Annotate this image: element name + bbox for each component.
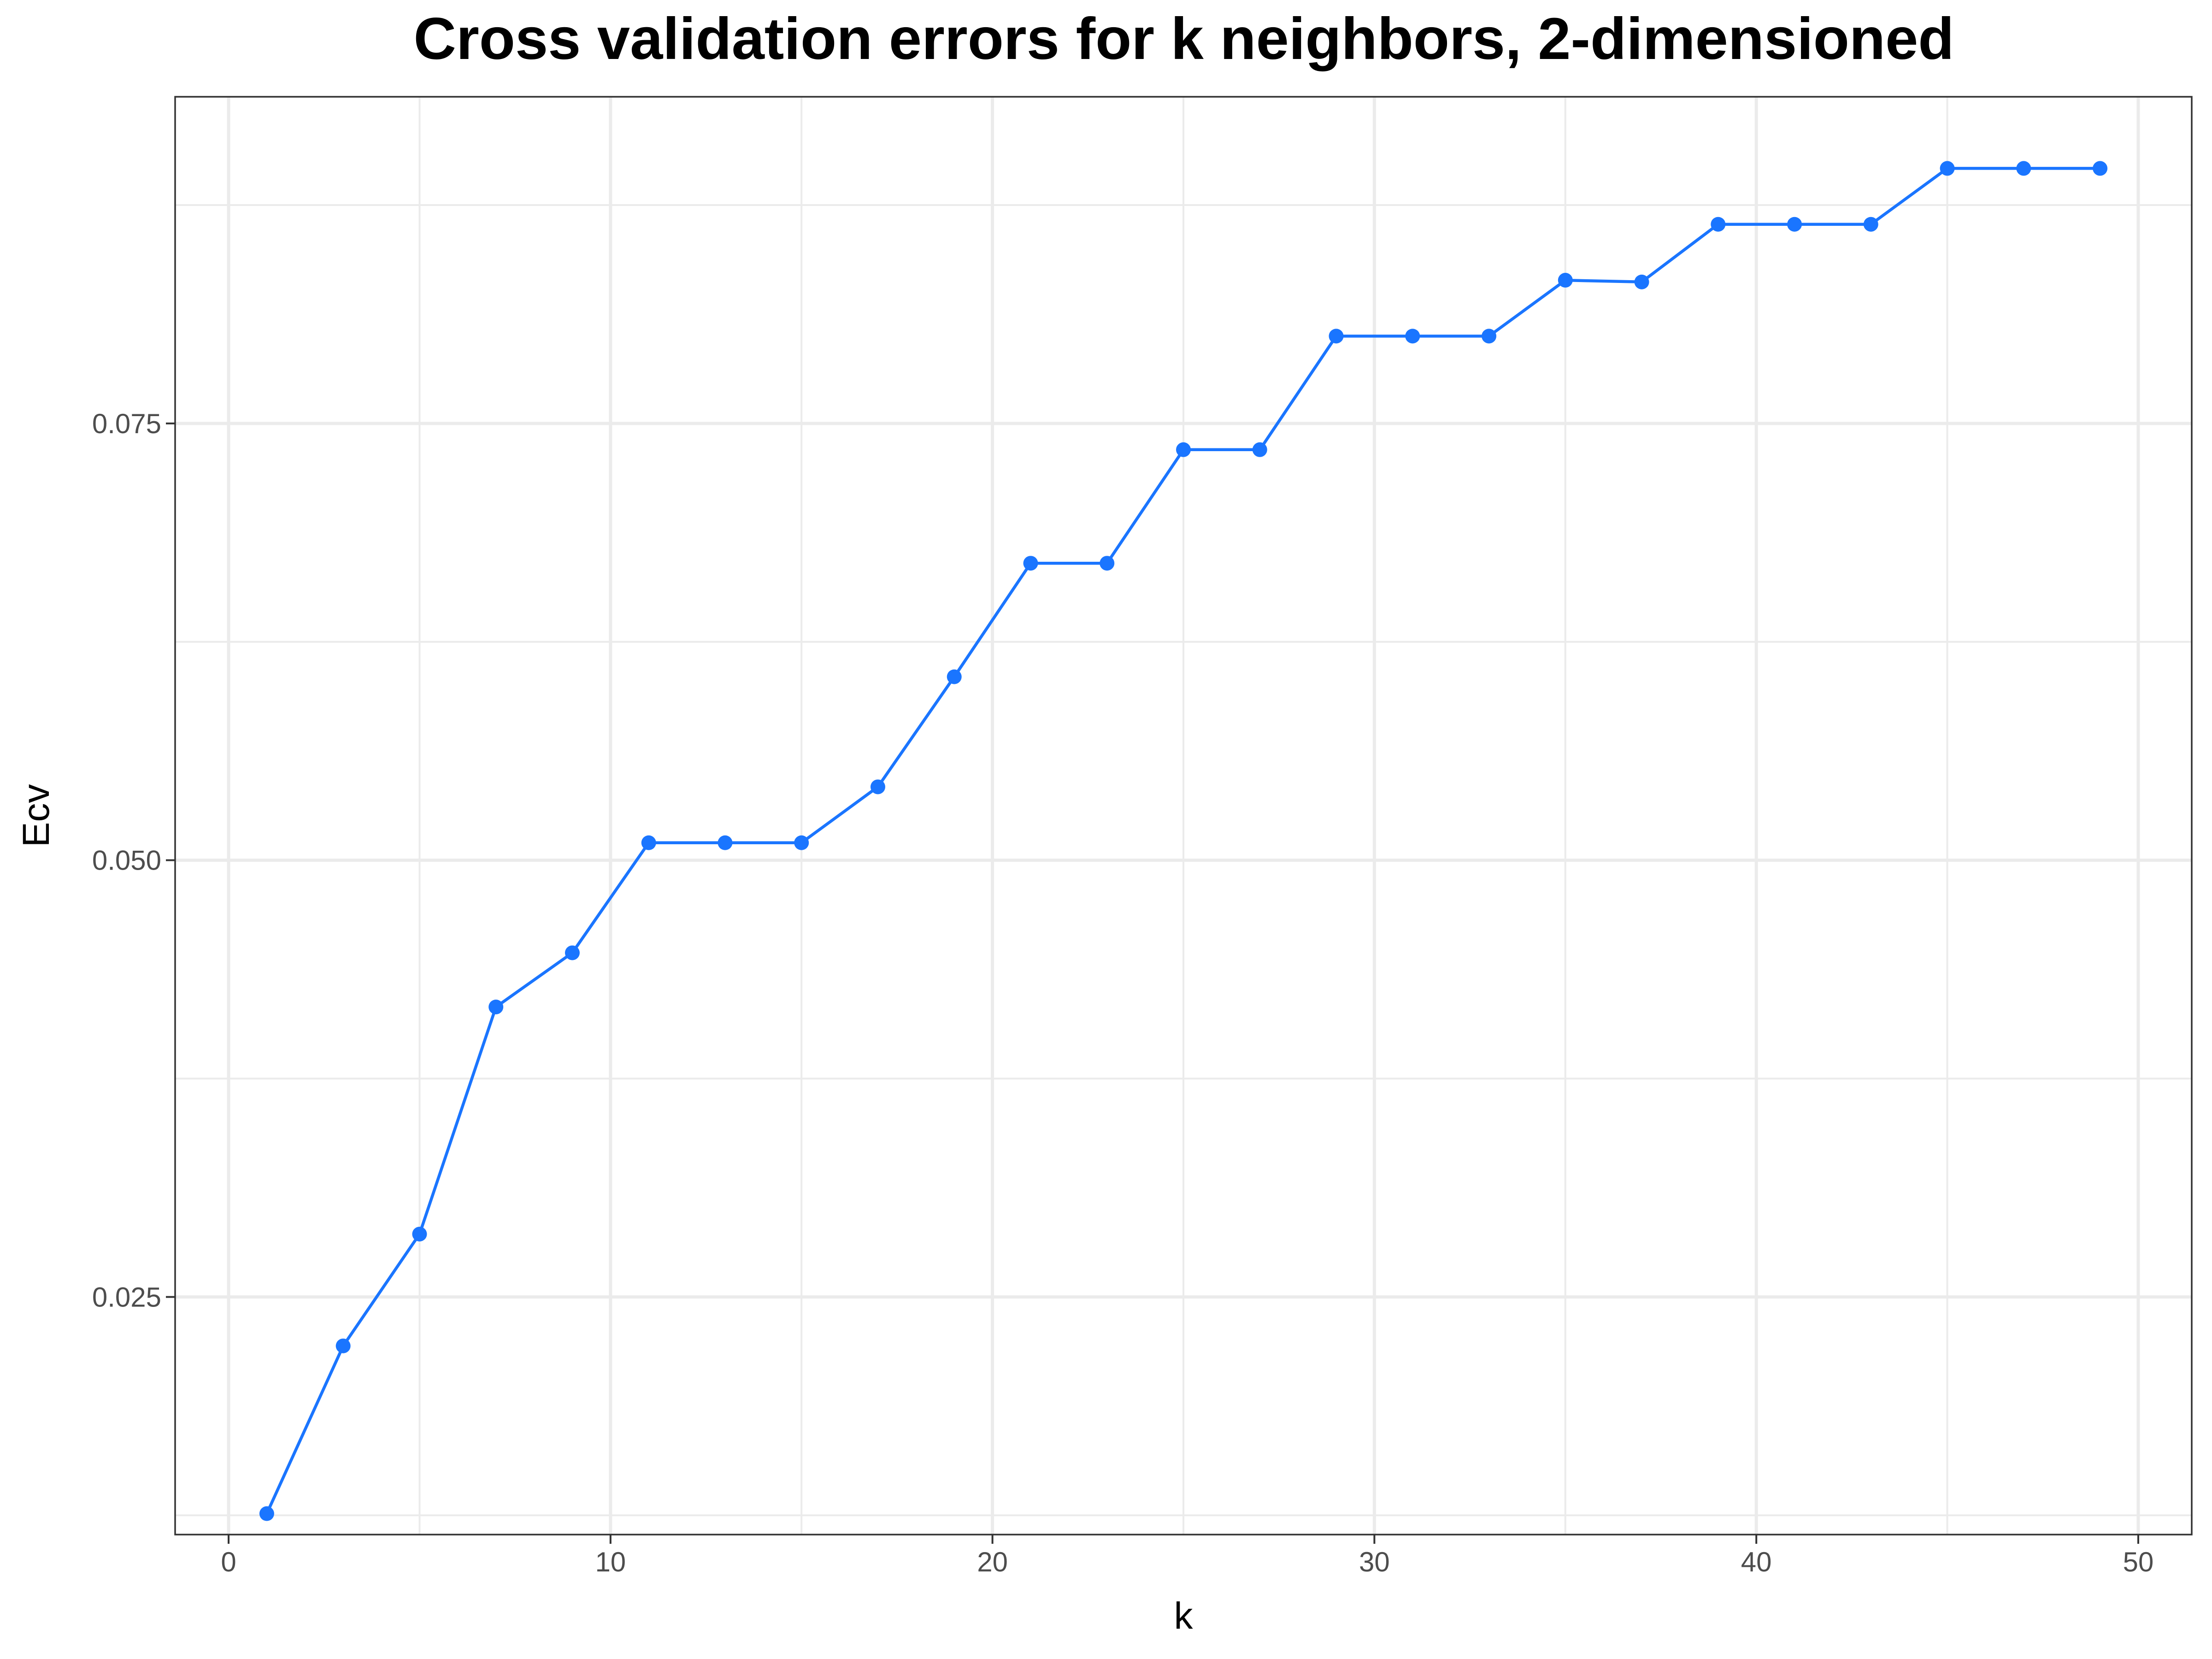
x-tick-label: 40 <box>1741 1547 1772 1577</box>
x-axis-title: k <box>1174 1595 1194 1637</box>
y-tick-label: 0.050 <box>92 845 161 876</box>
y-tick-label: 0.075 <box>92 408 161 439</box>
data-point <box>1176 442 1191 457</box>
data-point <box>1252 442 1267 457</box>
data-point <box>1405 329 1420 344</box>
data-point <box>641 835 656 850</box>
data-series <box>259 161 2108 1521</box>
x-tick-label: 50 <box>2123 1547 2154 1577</box>
data-point <box>259 1506 274 1521</box>
axes: 0 10 20 30 40 50 0.025 0.050 0.075 <box>92 408 2154 1577</box>
data-point <box>870 779 885 794</box>
data-point <box>1482 329 1497 344</box>
data-point <box>718 835 733 850</box>
data-point <box>2016 161 2031 176</box>
plot-panel-border <box>174 96 2193 1535</box>
data-point <box>1711 217 1726 232</box>
data-point <box>1863 217 1878 232</box>
data-point <box>1558 273 1573 288</box>
grid <box>175 97 2192 1535</box>
y-axis-title: Ecv <box>15 784 57 847</box>
data-point <box>1787 217 1802 232</box>
data-point <box>335 1338 351 1353</box>
data-point <box>1023 556 1038 571</box>
data-point <box>1329 329 1344 344</box>
data-point <box>1100 556 1115 571</box>
data-point <box>794 835 809 850</box>
data-point <box>412 1226 427 1241</box>
data-point <box>565 945 580 960</box>
data-point <box>1940 161 1955 176</box>
data-point <box>947 669 962 684</box>
chart-title: Cross validation errors for k neighbors,… <box>414 6 1954 72</box>
x-tick-label: 30 <box>1359 1547 1390 1577</box>
x-tick-label: 0 <box>221 1547 236 1577</box>
data-point <box>2093 161 2108 176</box>
data-point <box>1634 274 1649 289</box>
x-tick-label: 10 <box>595 1547 626 1577</box>
y-tick-label: 0.025 <box>92 1282 161 1312</box>
x-tick-label: 20 <box>977 1547 1008 1577</box>
data-point <box>488 1000 504 1015</box>
